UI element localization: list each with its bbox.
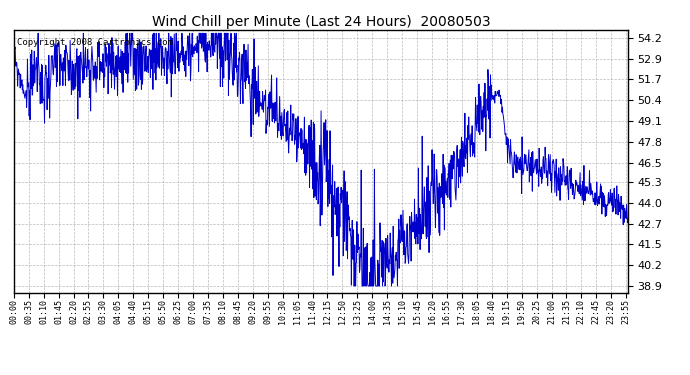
Title: Wind Chill per Minute (Last 24 Hours)  20080503: Wind Chill per Minute (Last 24 Hours) 20… (152, 15, 490, 29)
Text: Copyright 2008 Cartronics.com: Copyright 2008 Cartronics.com (17, 38, 172, 47)
